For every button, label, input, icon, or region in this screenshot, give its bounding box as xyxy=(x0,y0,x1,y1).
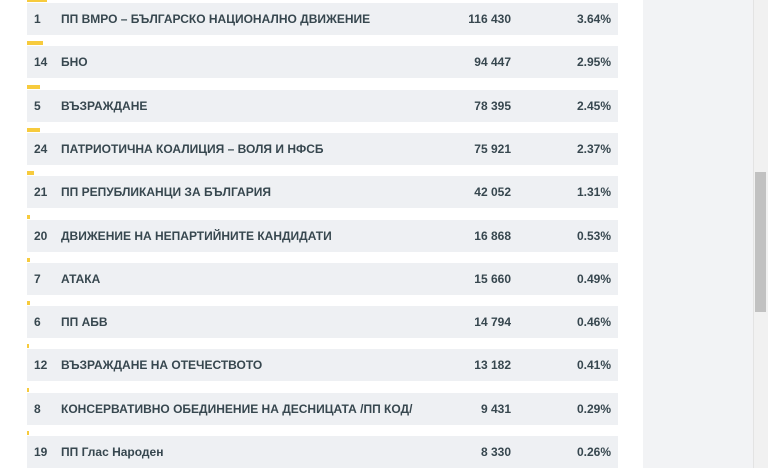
party-number: 24 xyxy=(34,142,48,156)
vote-count: 13 182 xyxy=(474,358,511,372)
result-row[interactable]: 5 ВЪЗРАЖДАНЕ 78 395 2.45% xyxy=(27,90,618,122)
party-number: 21 xyxy=(34,185,48,199)
vote-percent: 0.53% xyxy=(576,229,611,243)
vote-percent: 0.29% xyxy=(576,402,611,416)
vote-count: 15 660 xyxy=(474,272,511,286)
share-bar xyxy=(27,344,29,348)
vote-percent: 0.46% xyxy=(576,315,611,329)
vote-count: 94 447 xyxy=(474,55,511,69)
party-name: АТАКА xyxy=(61,272,101,286)
party-name: ВЪЗРАЖДАНЕ НА ОТЕЧЕСТВОТО xyxy=(61,358,263,372)
share-bar xyxy=(27,388,29,392)
party-number: 6 xyxy=(34,315,41,329)
result-row[interactable]: 12 ВЪЗРАЖДАНЕ НА ОТЕЧЕСТВОТО 13 182 0.41% xyxy=(27,349,618,381)
result-row[interactable]: 19 ПП Глас Народен 8 330 0.26% xyxy=(27,436,618,468)
party-name: ПП ВМРО – БЪЛГАРСКО НАЦИОНАЛНО ДВИЖЕНИЕ xyxy=(61,12,371,26)
party-number: 19 xyxy=(34,445,48,459)
vote-count: 16 868 xyxy=(474,229,511,243)
party-name: КОНСЕРВАТИВНО ОБЕДИНЕНИЕ НА ДЕСНИЦАТА /П… xyxy=(61,402,413,416)
vote-count: 9 431 xyxy=(480,402,511,416)
share-bar xyxy=(27,0,47,2)
vote-percent: 1.31% xyxy=(576,185,611,199)
share-bar xyxy=(27,215,30,219)
scrollbar-thumb[interactable] xyxy=(755,172,766,312)
vote-count: 8 330 xyxy=(480,445,511,459)
result-row[interactable]: 7 АТАКА 15 660 0.49% xyxy=(27,263,618,295)
result-row[interactable]: 21 ПП РЕПУБЛИКАНЦИ ЗА БЪЛГАРИЯ 42 052 1.31% xyxy=(27,176,618,208)
vote-count: 116 430 xyxy=(468,12,511,26)
vote-count: 42 052 xyxy=(474,185,511,199)
party-number: 14 xyxy=(34,55,48,69)
party-number: 5 xyxy=(34,99,41,113)
vote-percent: 0.49% xyxy=(576,272,611,286)
share-bar xyxy=(27,431,29,435)
party-name: ПП АБВ xyxy=(61,315,108,329)
right-side-panel xyxy=(643,0,753,468)
vote-count: 78 395 xyxy=(474,99,511,113)
result-row[interactable]: 24 ПАТРИОТИЧНА КОАЛИЦИЯ – ВОЛЯ И НФСБ 75 9… xyxy=(27,133,618,165)
party-number: 8 xyxy=(34,402,41,416)
party-name: ПП Глас Народен xyxy=(61,445,164,459)
party-name: ПП РЕПУБЛИКАНЦИ ЗА БЪЛГАРИЯ xyxy=(61,185,271,199)
result-row[interactable]: 1 ПП ВМРО – БЪЛГАРСКО НАЦИОНАЛНО ДВИЖЕНИЕ… xyxy=(27,3,618,35)
share-bar xyxy=(27,171,34,175)
party-number: 7 xyxy=(34,272,41,286)
share-bar xyxy=(27,301,30,305)
result-row[interactable]: 8 КОНСЕРВАТИВНО ОБЕДИНЕНИЕ НА ДЕСНИЦАТА /… xyxy=(27,393,618,425)
vote-percent: 2.45% xyxy=(576,99,611,113)
vote-percent: 3.64% xyxy=(576,12,611,26)
result-row[interactable]: 20 ДВИЖЕНИЕ НА НЕПАРТИЙНИТЕ КАНДИДАТИ 16 8… xyxy=(27,220,618,252)
party-name: БНО xyxy=(61,55,88,69)
party-number: 12 xyxy=(34,358,48,372)
share-bar xyxy=(27,41,43,45)
vote-percent: 2.37% xyxy=(576,142,611,156)
vote-percent: 0.41% xyxy=(576,358,611,372)
share-bar xyxy=(27,258,30,262)
vote-count: 75 921 xyxy=(474,142,511,156)
result-row[interactable]: 6 ПП АБВ 14 794 0.46% xyxy=(27,306,618,338)
vote-percent: 0.26% xyxy=(576,445,611,459)
vote-count: 14 794 xyxy=(474,315,511,329)
vote-percent: 2.95% xyxy=(576,55,611,69)
result-row[interactable]: 14 БНО 94 447 2.95% xyxy=(27,46,618,78)
party-name: ПАТРИОТИЧНА КОАЛИЦИЯ – ВОЛЯ И НФСБ xyxy=(61,142,324,156)
party-name: ВЪЗРАЖДАНЕ xyxy=(61,99,148,113)
share-bar xyxy=(27,85,40,89)
party-name: ДВИЖЕНИЕ НА НЕПАРТИЙНИТЕ КАНДИДАТИ xyxy=(61,229,332,243)
share-bar xyxy=(27,128,40,132)
party-number: 1 xyxy=(34,12,41,26)
party-number: 20 xyxy=(34,229,48,243)
